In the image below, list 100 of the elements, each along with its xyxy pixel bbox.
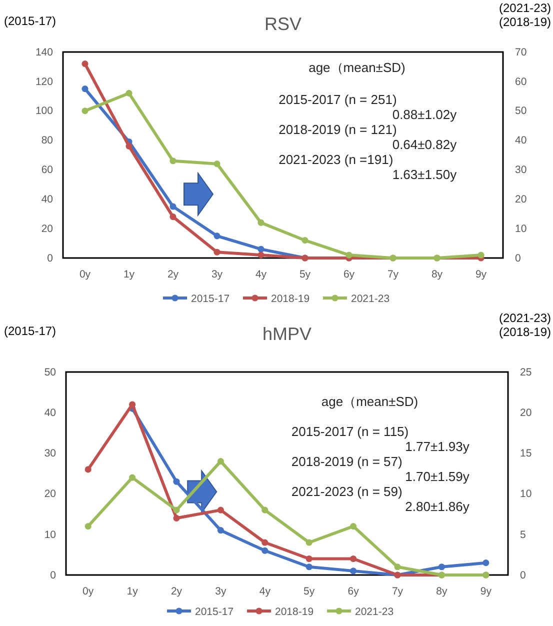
annotation: 2015-2017 (n = 115) bbox=[291, 424, 409, 439]
y2-tick-label: 0 bbox=[515, 252, 521, 264]
y-tick-label: 140 bbox=[35, 46, 54, 58]
point bbox=[170, 214, 176, 220]
y-tick-label: 0 bbox=[50, 569, 56, 582]
x-tick-label: 0y bbox=[82, 585, 94, 598]
legend-label: 2015-17 bbox=[195, 606, 234, 618]
point bbox=[173, 514, 180, 522]
x-tick-label: 1y bbox=[123, 268, 136, 280]
y-tick-label: 50 bbox=[44, 366, 56, 378]
annotation: age（mean±SD) bbox=[308, 60, 406, 75]
y-tick-label: 20 bbox=[44, 488, 56, 500]
x-tick-label: 9y bbox=[480, 585, 492, 598]
y-tick-label: 120 bbox=[35, 76, 54, 88]
x-tick-label: 3y bbox=[215, 585, 227, 598]
y-tick-label: 60 bbox=[41, 164, 54, 176]
x-tick-label: 3y bbox=[211, 268, 224, 280]
x-tick-label: 5y bbox=[299, 268, 312, 280]
x-tick-label: 4y bbox=[255, 268, 268, 280]
point bbox=[217, 506, 224, 514]
x-tick-label: 7y bbox=[392, 585, 404, 598]
point bbox=[306, 539, 312, 546]
y2-tick-label: 40 bbox=[515, 134, 527, 147]
point bbox=[173, 478, 180, 485]
y-axis-title: (2015-17) bbox=[4, 14, 56, 28]
y2-tick-label: 50 bbox=[515, 105, 527, 118]
legend-label: 2018-19 bbox=[275, 606, 314, 618]
y-tick-label: 100 bbox=[35, 105, 54, 118]
legend-label: 2021-23 bbox=[351, 293, 390, 305]
point bbox=[306, 564, 312, 570]
point bbox=[129, 474, 136, 481]
point bbox=[170, 158, 176, 164]
point bbox=[262, 539, 268, 546]
y2-tick-label: 5 bbox=[520, 528, 526, 541]
point bbox=[350, 522, 357, 530]
x-tick-label: 8y bbox=[436, 585, 448, 598]
point bbox=[214, 232, 220, 240]
x-tick-label: 4y bbox=[259, 585, 272, 598]
x-tick-label: 0y bbox=[79, 268, 92, 280]
y2-tick-label: 10 bbox=[515, 222, 527, 235]
y2-tick-label: 15 bbox=[520, 448, 532, 460]
x-tick-label: 1y bbox=[126, 585, 139, 598]
y-tick-label: 40 bbox=[44, 406, 56, 419]
x-tick-label: 2y bbox=[170, 585, 183, 598]
y2-tick-label: 10 bbox=[520, 488, 532, 500]
chart-title: hMPV bbox=[262, 324, 312, 344]
point bbox=[84, 466, 92, 473]
annotation: 2021-2023 (n = 59) bbox=[291, 484, 402, 499]
y2-tick-label: 0 bbox=[520, 569, 526, 582]
annotation: 1.77±1.93y bbox=[405, 439, 470, 454]
point bbox=[258, 219, 264, 226]
y2-axis-title: (2021-23) (2018-19) bbox=[498, 1, 552, 29]
annotation: 2018-2019 (n = 121) bbox=[278, 122, 397, 137]
point bbox=[214, 160, 220, 168]
point bbox=[173, 506, 180, 514]
point bbox=[302, 237, 308, 244]
point bbox=[82, 60, 88, 68]
x-tick-label: 9y bbox=[475, 268, 488, 280]
annotation: 1.63±1.50y bbox=[392, 167, 458, 182]
point bbox=[129, 401, 136, 408]
y-tick-label: 40 bbox=[41, 194, 54, 206]
point bbox=[346, 252, 352, 258]
y2-tick-label: 20 bbox=[520, 406, 532, 419]
x-tick-label: 6y bbox=[348, 585, 360, 598]
annotation: 0.64±0.82y bbox=[392, 137, 458, 152]
x-tick-label: 8y bbox=[431, 268, 444, 280]
y2-tick-label: 20 bbox=[515, 194, 527, 206]
point bbox=[214, 248, 220, 256]
point bbox=[126, 142, 132, 150]
point bbox=[217, 527, 224, 534]
annotation: 2015-2017 (n = 251) bbox=[278, 92, 397, 107]
point bbox=[262, 547, 268, 554]
point bbox=[350, 555, 357, 562]
y2-tick-label: 70 bbox=[515, 46, 527, 58]
x-tick-label: 2y bbox=[167, 268, 180, 280]
point bbox=[262, 506, 268, 514]
y2-tick-label: 60 bbox=[515, 76, 527, 88]
point bbox=[258, 252, 264, 258]
y-tick-label: 80 bbox=[41, 134, 54, 147]
legend-label: 2015-17 bbox=[191, 293, 230, 305]
chart-title: RSV bbox=[264, 14, 302, 34]
annotation: 2.80±1.86y bbox=[405, 499, 470, 514]
point bbox=[82, 108, 88, 114]
point bbox=[82, 86, 88, 92]
point bbox=[84, 522, 92, 530]
annotation: 1.70±1.59y bbox=[405, 469, 470, 484]
x-tick-label: 7y bbox=[387, 268, 400, 280]
point bbox=[350, 568, 357, 574]
y-tick-label: 0 bbox=[47, 252, 54, 264]
y-tick-label: 30 bbox=[44, 448, 56, 460]
x-tick-label: 5y bbox=[304, 585, 316, 598]
point bbox=[394, 564, 401, 570]
point bbox=[217, 458, 224, 465]
point bbox=[438, 564, 445, 570]
point bbox=[170, 203, 176, 210]
y-tick-label: 20 bbox=[41, 222, 54, 235]
point bbox=[478, 252, 484, 258]
annotation: 2018-2019 (n = 57) bbox=[291, 454, 402, 469]
y-tick-label: 10 bbox=[44, 528, 56, 541]
y2-axis-title: (2021-23) (2018-19) bbox=[498, 311, 552, 339]
